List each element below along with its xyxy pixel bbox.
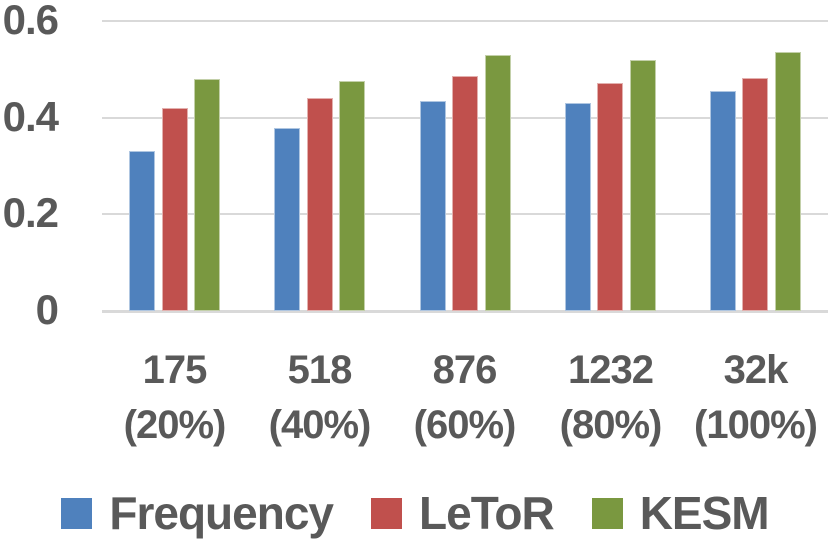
bar-frequency-175 bbox=[129, 151, 155, 311]
legend-item-letor: LeToR bbox=[371, 486, 555, 540]
y-tick-label: 0 bbox=[35, 286, 59, 334]
legend-label: KESM bbox=[639, 487, 770, 539]
y-tick-label: 0.2 bbox=[2, 189, 59, 237]
x-category-label: 518 (40%) bbox=[247, 343, 392, 453]
bar-frequency-32k bbox=[710, 91, 736, 311]
legend-item-kesm: KESM bbox=[591, 486, 770, 540]
bar-frequency-518 bbox=[274, 128, 300, 311]
legend-swatch-icon bbox=[61, 497, 93, 529]
x-category-line1: 32k bbox=[723, 348, 789, 392]
bar-letor-518 bbox=[307, 98, 333, 311]
x-category-line2: (80%) bbox=[559, 403, 663, 447]
bar-kesm-518 bbox=[339, 81, 365, 311]
x-category-label: 1232 (80%) bbox=[538, 343, 683, 453]
bar-kesm-175 bbox=[194, 79, 220, 311]
x-category-line1: 1232 bbox=[568, 348, 654, 392]
bar-frequency-876 bbox=[420, 101, 446, 311]
legend-swatch-icon bbox=[371, 497, 403, 529]
x-category-line2: (100%) bbox=[694, 403, 818, 447]
bar-kesm-1232 bbox=[630, 60, 656, 311]
bar-letor-32k bbox=[742, 78, 768, 311]
x-axis-line bbox=[102, 310, 828, 313]
bar-kesm-876 bbox=[485, 55, 511, 311]
x-category-label: 175 (20%) bbox=[102, 343, 247, 453]
x-category-line1: 518 bbox=[287, 348, 353, 392]
x-category-label: 876 (60%) bbox=[392, 343, 537, 453]
x-category-line2: (60%) bbox=[413, 403, 517, 447]
x-category-label: 32k (100%) bbox=[683, 343, 828, 453]
bar-frequency-1232 bbox=[565, 103, 591, 311]
x-category-line1: 175 bbox=[142, 348, 208, 392]
x-category-line2: (20%) bbox=[123, 403, 227, 447]
bar-letor-1232 bbox=[597, 83, 623, 311]
legend: Frequency LeToR KESM bbox=[0, 486, 830, 540]
y-tick-label: 0.6 bbox=[2, 0, 59, 44]
legend-swatch-icon bbox=[591, 497, 623, 529]
y-tick-label: 0.4 bbox=[2, 93, 59, 141]
legend-item-frequency: Frequency bbox=[61, 486, 334, 540]
legend-label: Frequency bbox=[109, 487, 334, 539]
x-category-line1: 876 bbox=[432, 348, 498, 392]
gridline bbox=[102, 20, 828, 22]
bar-letor-175 bbox=[162, 108, 188, 311]
x-category-line2: (40%) bbox=[268, 403, 372, 447]
legend-label: LeToR bbox=[419, 487, 555, 539]
bar-letor-876 bbox=[452, 76, 478, 311]
bar-kesm-32k bbox=[775, 52, 801, 311]
